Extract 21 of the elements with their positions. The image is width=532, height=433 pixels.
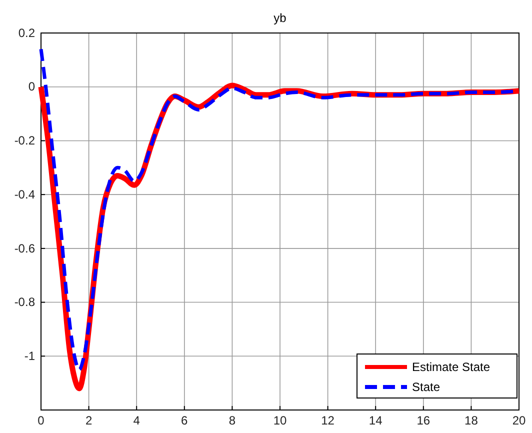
y-tick-label: 0.2	[18, 26, 36, 40]
x-tick-label: 6	[181, 414, 188, 428]
y-tick-label: -0.6	[14, 241, 36, 256]
x-tick-label: 8	[228, 414, 236, 428]
y-tick-label: -0.8	[14, 295, 36, 310]
x-tick-label: 2	[85, 414, 92, 428]
x-tick-label: 20	[512, 414, 526, 428]
legend-label: Estimate State	[412, 360, 490, 374]
y-tick-label: -0.2	[14, 134, 36, 148]
x-tick-label: 4	[133, 414, 140, 428]
x-tick-label: 12	[321, 414, 335, 428]
y-tick-label: 0	[28, 80, 36, 94]
x-tick-label: 16	[416, 414, 430, 428]
y-tick-label: -1	[24, 348, 36, 363]
x-tick-label: 18	[464, 414, 478, 428]
chart-title: yb	[274, 11, 287, 25]
x-tick-label: 0	[38, 414, 45, 428]
x-tick-label: 10	[273, 414, 287, 428]
y-tick-label: -0.4	[14, 187, 36, 202]
legend-label: State	[412, 380, 440, 394]
x-tick-label: 14	[368, 414, 383, 428]
